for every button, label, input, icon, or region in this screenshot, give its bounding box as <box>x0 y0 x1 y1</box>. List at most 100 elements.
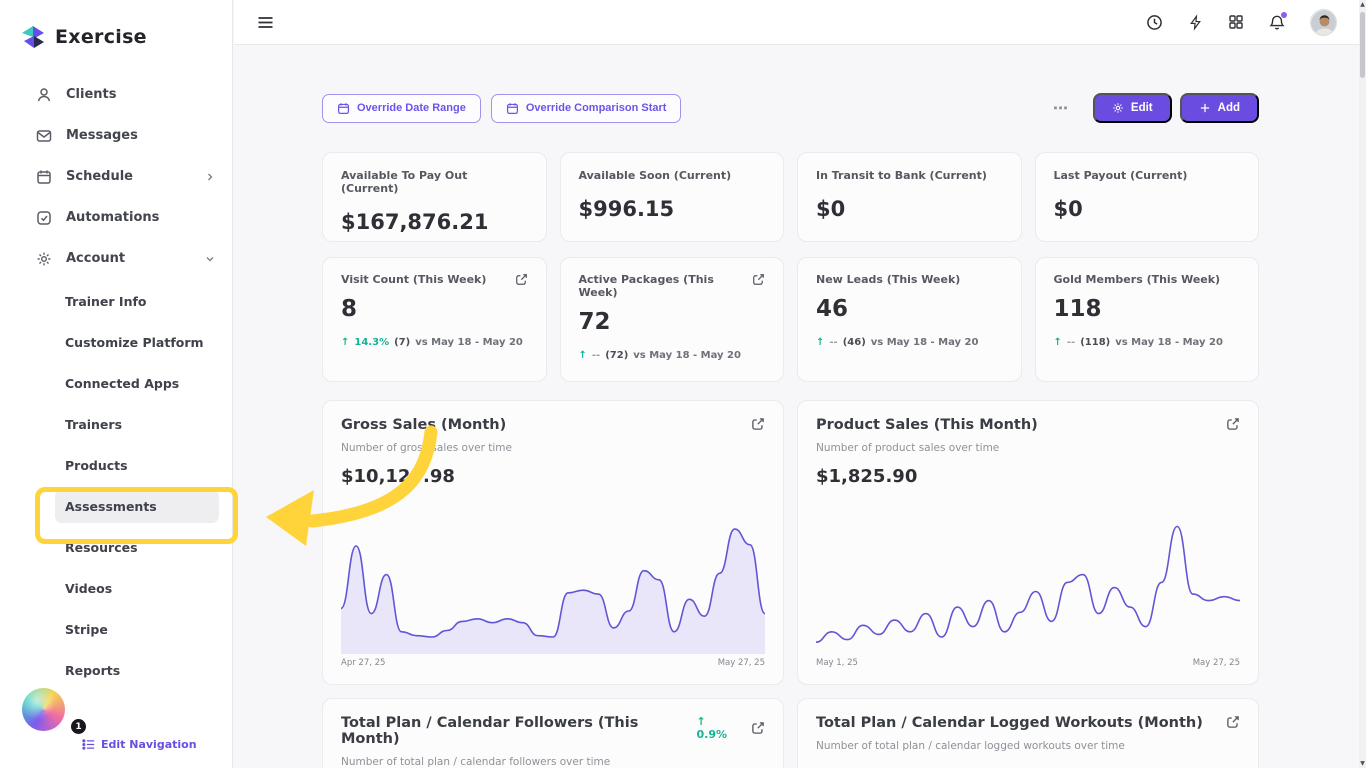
scrollbar-thumb[interactable] <box>1360 12 1365 78</box>
subitem-label: Trainer Info <box>65 294 147 309</box>
toolbar-right: ⋯ Edit Add <box>1053 93 1259 123</box>
arrow-up-icon: ↑ <box>1053 337 1062 348</box>
hamburger-menu-icon[interactable] <box>257 14 274 31</box>
notifications-bell-icon[interactable] <box>1269 11 1287 31</box>
sidebar: Exercise Clients Messages Schedule <box>0 0 233 768</box>
notification-dot <box>1281 11 1287 18</box>
sidebar-subitem-customize-platform[interactable]: Customize Platform <box>0 322 232 363</box>
help-widget-icon[interactable] <box>22 688 65 731</box>
clock-icon[interactable] <box>1146 14 1163 31</box>
stat-title: Last Payout (Current) <box>1053 169 1188 182</box>
external-link-icon[interactable] <box>751 417 765 431</box>
sidebar-subitem-connected-apps[interactable]: Connected Apps <box>0 363 232 404</box>
external-link-icon[interactable] <box>515 273 528 286</box>
edit-navigation-button[interactable]: Edit Navigation <box>82 738 197 751</box>
subitem-label: Reports <box>65 663 121 678</box>
metric-comparison: vs May 18 - May 20 <box>633 350 741 361</box>
external-link-icon[interactable] <box>751 721 765 735</box>
sidebar-item-label: Schedule <box>66 169 133 184</box>
dashboard-toolbar: Override Date Range Override Comparison … <box>322 93 1259 123</box>
scroll-up-arrow[interactable]: ▲ <box>1360 1 1365 8</box>
page-scrollbar[interactable]: ▲ ▼ <box>1359 0 1366 768</box>
x-axis-end-label: May 27, 25 <box>717 658 765 668</box>
stat-title: Available Soon (Current) <box>578 169 732 182</box>
scroll-down-arrow[interactable]: ▼ <box>1360 760 1365 767</box>
sidebar-subitem-assessments[interactable]: Assessments <box>0 486 232 527</box>
override-date-range-label: Override Date Range <box>357 102 466 114</box>
brand: Exercise <box>0 0 232 50</box>
stat-value: $0 <box>816 197 846 221</box>
sidebar-subitem-stripe[interactable]: Stripe <box>0 609 232 650</box>
chart-current-value: $10,129.98 <box>341 466 455 487</box>
sidebar-subitem-reports[interactable]: Reports <box>0 650 232 691</box>
calendar-icon <box>338 102 349 114</box>
plus-icon <box>1200 103 1209 113</box>
user-icon <box>36 87 52 103</box>
arrow-up-icon: ↑ <box>816 337 825 348</box>
sidebar-subitem-products[interactable]: Products <box>0 445 232 486</box>
stat-card-available-soon: Available Soon (Current) $996.15 <box>559 152 784 242</box>
edit-navigation-label: Edit Navigation <box>101 738 197 751</box>
subitem-label: Stripe <box>65 622 108 637</box>
subitem-label: Resources <box>65 540 138 555</box>
sidebar-item-account[interactable]: Account <box>0 238 232 279</box>
sidebar-subitem-trainer-info[interactable]: Trainer Info <box>0 281 232 322</box>
stat-card-available-to-pay-out: Available To Pay Out (Current) $167,876.… <box>322 152 547 242</box>
stat-card-in-transit: In Transit to Bank (Current) $0 <box>797 152 1022 242</box>
subitem-label: Videos <box>65 581 113 596</box>
sidebar-item-messages[interactable]: Messages <box>0 115 232 156</box>
stat-value: $0 <box>1053 197 1083 221</box>
metric-value: 72 <box>578 309 611 335</box>
metric-delta: 14.3% <box>354 337 390 348</box>
external-link-icon[interactable] <box>1226 715 1240 729</box>
x-axis-start-label: Apr 27, 25 <box>341 658 386 668</box>
metric-title: Gold Members (This Week) <box>1053 273 1221 286</box>
sidebar-subitem-videos[interactable]: Videos <box>0 568 232 609</box>
chart-title: Total Plan / Calendar Logged Workouts (M… <box>816 715 1203 731</box>
metric-value: 118 <box>1053 296 1102 322</box>
apps-grid-icon[interactable] <box>1228 14 1244 30</box>
dashboard-content: Override Date Range Override Comparison … <box>322 93 1259 768</box>
metric-card-new-leads: New Leads (This Week) 46 ↑ -- (46) vs Ma… <box>797 257 1022 382</box>
stat-title: In Transit to Bank (Current) <box>816 169 987 182</box>
chart-subtitle: Number of product sales over time <box>816 442 1000 454</box>
subitem-label: Connected Apps <box>65 376 180 391</box>
stat-cards-row: Available To Pay Out (Current) $167,876.… <box>322 152 1259 242</box>
sidebar-item-clients[interactable]: Clients <box>0 74 232 115</box>
metric-delta-detail: (46) <box>842 337 866 348</box>
override-comparison-start-button[interactable]: Override Comparison Start <box>490 93 682 123</box>
stat-card-last-payout: Last Payout (Current) $0 <box>1034 152 1259 242</box>
metric-card-visit-count: Visit Count (This Week) 8 ↑ 14.3% (7) vs… <box>322 257 547 382</box>
edit-button-label: Edit <box>1130 102 1153 114</box>
charts-row: Gross Sales (Month) Number of gross sale… <box>322 400 1259 685</box>
sidebar-item-automations[interactable]: Automations <box>0 197 232 238</box>
metric-delta-detail: (72) <box>605 350 629 361</box>
sidebar-item-label: Account <box>66 251 126 266</box>
subitem-label: Assessments <box>65 499 157 514</box>
line-chart <box>816 512 1240 654</box>
chart-title: Gross Sales (Month) <box>341 417 507 433</box>
more-options-button[interactable]: ⋯ <box>1052 99 1069 117</box>
edit-button[interactable]: Edit <box>1092 93 1172 123</box>
sidebar-item-schedule[interactable]: Schedule <box>0 156 232 197</box>
chart-card-plan-followers: Total Plan / Calendar Followers (This Mo… <box>322 698 784 768</box>
override-date-range-button[interactable]: Override Date Range <box>322 93 481 123</box>
subitem-label: Customize Platform <box>65 335 204 350</box>
external-link-icon[interactable] <box>752 273 765 286</box>
gear-icon <box>36 251 52 267</box>
sidebar-subitem-resources[interactable]: Resources <box>0 527 232 568</box>
metric-title: Active Packages (This Week) <box>578 273 714 299</box>
metric-comparison: vs May 18 - May 20 <box>1115 337 1223 348</box>
flash-icon[interactable] <box>1188 13 1203 31</box>
chart-subtitle: Number of total plan / calendar follower… <box>341 756 611 768</box>
subitem-label: Products <box>65 458 128 473</box>
sidebar-item-label: Clients <box>66 87 117 102</box>
chart-title: Total Plan / Calendar Followers (This Mo… <box>341 715 639 747</box>
add-button[interactable]: Add <box>1179 93 1259 123</box>
external-link-icon[interactable] <box>1226 417 1240 431</box>
check-square-icon <box>36 210 52 226</box>
user-avatar[interactable] <box>1310 8 1337 36</box>
sidebar-subitem-trainers[interactable]: Trainers <box>0 404 232 445</box>
subitem-label: Trainers <box>65 417 123 432</box>
